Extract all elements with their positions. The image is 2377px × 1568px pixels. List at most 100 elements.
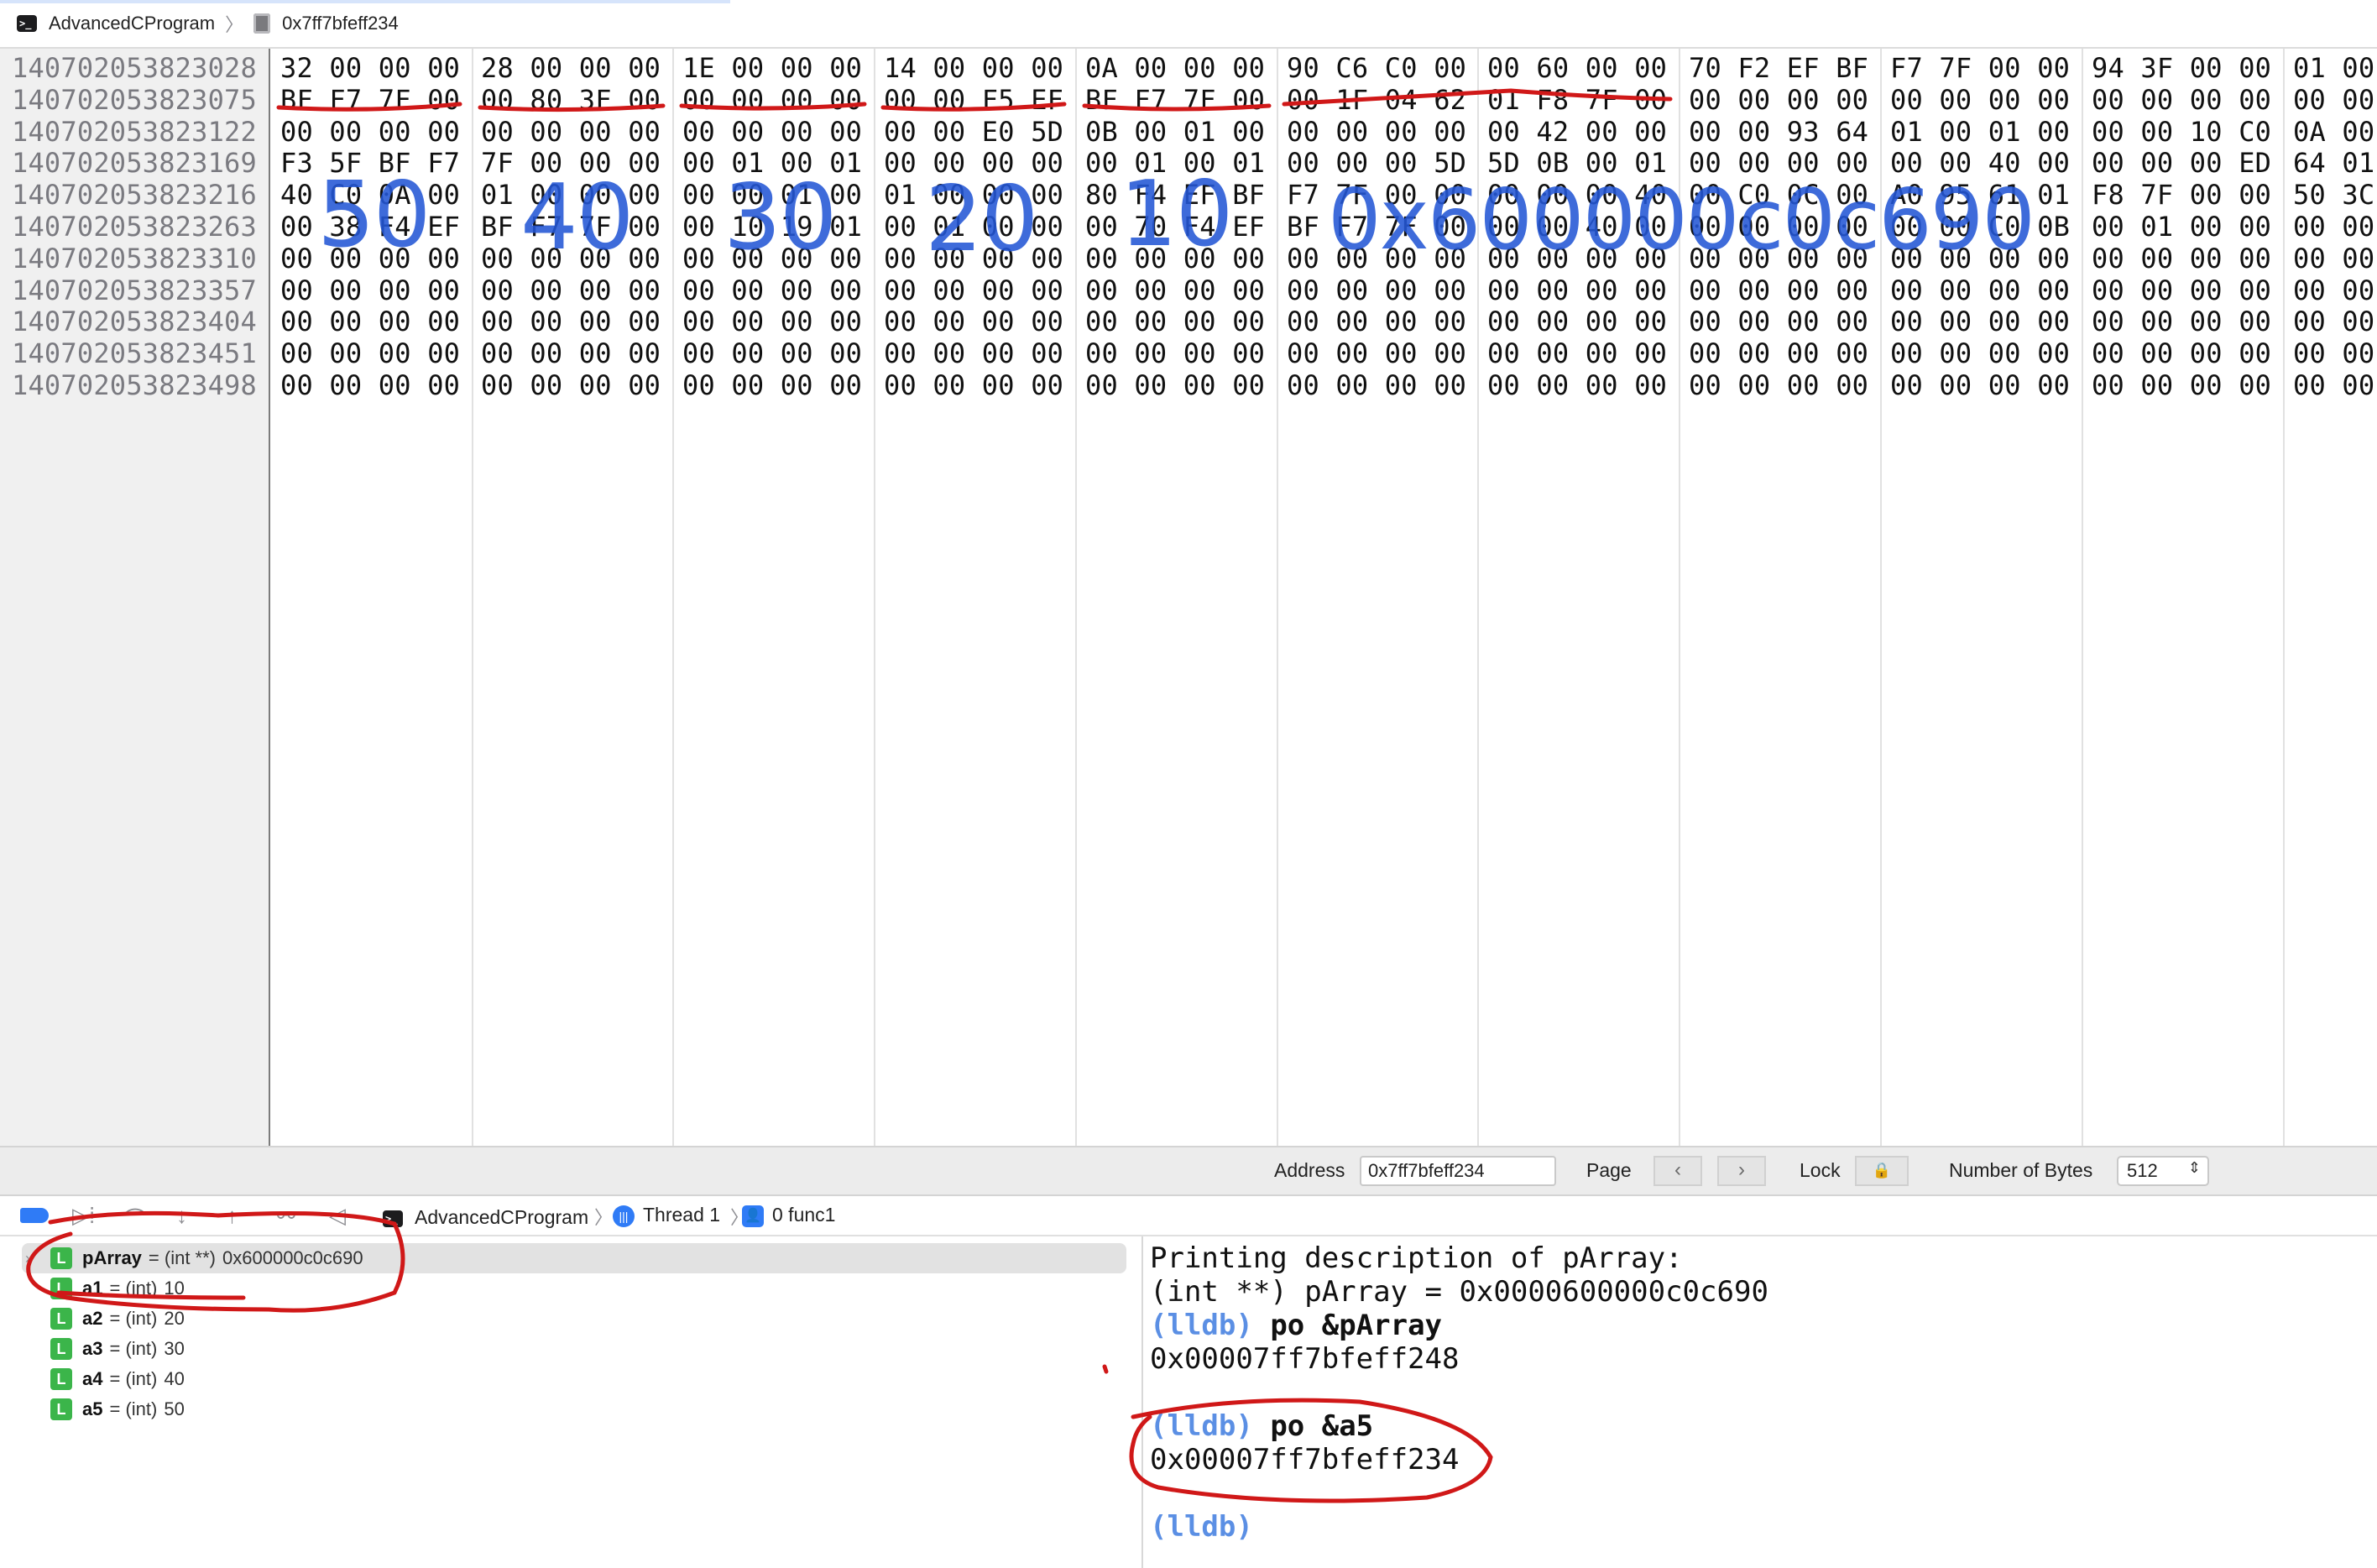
hex-byte-group[interactable]: 00 00 00 00 (1085, 242, 1266, 274)
hex-byte-group[interactable]: 00 C0 0C 00 (1689, 179, 1869, 212)
hex-byte-group[interactable]: 01 00 00 00 (884, 179, 1064, 212)
hex-byte-group[interactable]: A0 95 61 01 (1890, 179, 2071, 212)
hex-byte-group[interactable]: 00 00 00 00 (2092, 337, 2272, 370)
page-next-button[interactable]: › (1717, 1156, 1766, 1186)
breakpoints-toggle[interactable] (20, 1208, 49, 1223)
hex-byte-group[interactable]: 00 00 00 00 (1689, 83, 1869, 116)
debug-breadcrumb-project[interactable]: >_ AdvancedCProgram (383, 1206, 588, 1229)
hex-byte-group[interactable]: 00 00 00 00 (682, 242, 863, 274)
hex-byte-group[interactable]: 00 00 40 00 (1487, 211, 1668, 243)
hex-byte-group[interactable]: 00 00 00 00 (682, 369, 863, 401)
simulate-location-icon[interactable]: ◁ (329, 1203, 346, 1228)
hex-byte-group[interactable]: 00 00 F5 EF (884, 83, 1064, 116)
page-previous-button[interactable]: ‹ (1653, 1156, 1702, 1186)
frame-selector[interactable]: 👤 0 func1 (742, 1204, 835, 1227)
hex-byte-group[interactable]: 00 00 00 00 (1487, 369, 1668, 401)
breadcrumb-memory-location[interactable]: 0x7ff7bfeff234 (253, 13, 399, 34)
hex-byte-group[interactable]: 00 00 10 C0 (2092, 115, 2272, 148)
hex-byte-group[interactable]: 00 00 00 00 (884, 274, 1064, 306)
console-input-line[interactable]: (lldb) (1150, 1510, 1253, 1544)
hex-byte-group[interactable]: 00 00 93 64 (1689, 115, 1869, 148)
step-over-icon[interactable]: ⌒ (124, 1207, 147, 1232)
hex-byte-group[interactable]: 00 00 00 00 (682, 83, 863, 116)
hex-byte-group[interactable]: 14 00 00 00 (884, 52, 1064, 84)
hex-byte-group[interactable]: 00 00 00 00 (1085, 369, 1266, 401)
lock-toggle[interactable]: 🔒 (1855, 1156, 1909, 1186)
hex-byte-group[interactable]: 00 00 00 00 (1085, 337, 1266, 370)
hex-byte-group[interactable]: 01 00 01 00 (1890, 115, 2071, 148)
hex-byte-group[interactable]: 00 00 00 00 (1689, 369, 1869, 401)
hex-byte-group[interactable]: 00 00 00 00 (1890, 306, 2071, 338)
hex-byte-group[interactable]: 01 00 00 00 (481, 179, 661, 212)
hex-byte-group[interactable]: 00 00 00 00 (280, 306, 461, 338)
hex-byte-group[interactable]: 00 00 00 00 (1085, 274, 1266, 306)
hex-byte-group[interactable]: 00 00 00 00 (2092, 369, 2272, 401)
hex-byte-group[interactable]: 00 00 00 00 (884, 242, 1064, 274)
hex-byte-group[interactable]: 5D 0B 00 01 (1487, 147, 1668, 180)
hex-byte-group[interactable]: 00 00 00 00 (682, 337, 863, 370)
hex-byte-group[interactable]: 00 00 00 00 (1287, 369, 1467, 401)
hex-byte-group[interactable]: 00 00 00 00 (1890, 337, 2071, 370)
hex-byte-group[interactable]: 00 00 00 00 (1689, 147, 1869, 180)
hex-byte-group[interactable]: 00 00 E0 5D (884, 115, 1064, 148)
hex-byte-group[interactable]: 00 00 40 00 (1890, 147, 2071, 180)
hex-byte-group[interactable]: 70 F2 EF BF (1689, 52, 1869, 84)
hex-byte-group[interactable]: 00 1F 04 62 (1287, 83, 1467, 116)
hex-byte-group[interactable]: F3 5F BF F7 (280, 147, 461, 180)
hex-byte-group[interactable]: 00 60 00 00 (1487, 52, 1668, 84)
hex-byte-group[interactable]: 94 3F 00 00 (2092, 52, 2272, 84)
hex-byte-group[interactable]: 32 00 00 00 (280, 52, 461, 84)
hex-byte-group[interactable]: 00 00 00 00 (1287, 306, 1467, 338)
hex-byte-group[interactable]: 00 00 C0 0B (1890, 211, 2071, 243)
hex-byte-group[interactable]: 00 00 00 00 (682, 274, 863, 306)
hex-byte-group[interactable]: 00 00 00 00 (1287, 242, 1467, 274)
hex-byte-group[interactable]: BF F7 7F 00 (481, 211, 661, 243)
hex-byte-group[interactable]: F7 7F 00 00 (1890, 52, 2071, 84)
hex-byte-group[interactable]: 00 00 00 00 (1689, 274, 1869, 306)
hex-byte-group[interactable]: 00 00 00 00 (884, 337, 1064, 370)
hex-byte-group[interactable]: 00 00 00 00 (1890, 83, 2071, 116)
hex-byte-group[interactable]: 00 00 00 00 (884, 306, 1064, 338)
hex-byte-group[interactable]: 00 00 (2293, 83, 2375, 116)
hex-byte-group[interactable]: 00 70 F4 EF (1085, 211, 1266, 243)
hex-byte-group[interactable]: 00 00 00 00 (481, 306, 661, 338)
hex-byte-group[interactable]: 00 00 00 ED (2092, 147, 2272, 180)
disclosure-triangle-icon[interactable]: › (25, 1249, 30, 1267)
breadcrumb-project[interactable]: >_ AdvancedCProgram (17, 13, 215, 34)
hex-byte-group[interactable]: 00 00 00 00 (1487, 337, 1668, 370)
hex-byte-group[interactable]: 00 00 (2293, 242, 2375, 274)
hex-byte-group[interactable]: 90 C6 C0 00 (1287, 52, 1467, 84)
hex-byte-group[interactable]: 00 00 00 00 (2092, 242, 2272, 274)
thread-selector[interactable]: ||| Thread 1 (613, 1204, 720, 1227)
hex-byte-group[interactable]: 00 42 00 00 (1487, 115, 1668, 148)
hex-byte-group[interactable]: 64 01 (2293, 147, 2375, 180)
hex-byte-group[interactable]: 00 00 00 00 (481, 274, 661, 306)
hex-byte-group[interactable]: 00 00 00 00 (682, 115, 863, 148)
hex-byte-group[interactable]: 00 00 00 00 (481, 242, 661, 274)
hex-byte-group[interactable]: 00 00 00 00 (1085, 306, 1266, 338)
hex-byte-group[interactable]: 00 00 00 40 (1487, 179, 1668, 212)
step-out-icon[interactable]: ↑ (227, 1203, 238, 1228)
hex-byte-group[interactable]: 50 3C (2293, 179, 2375, 212)
hex-byte-group[interactable]: 00 00 00 00 (1689, 242, 1869, 274)
hex-byte-group[interactable]: 00 00 (2293, 306, 2375, 338)
hex-byte-group[interactable]: 00 00 00 00 (280, 242, 461, 274)
hex-byte-group[interactable]: 00 00 00 00 (280, 274, 461, 306)
hex-byte-group[interactable]: 00 00 00 00 (2092, 83, 2272, 116)
continue-icon[interactable]: ▷⁞ (72, 1203, 96, 1228)
hex-byte-group[interactable]: 7F 00 00 00 (481, 147, 661, 180)
hex-byte-group[interactable]: 00 80 3F 00 (481, 83, 661, 116)
hex-byte-group[interactable]: 40 C0 0A 00 (280, 179, 461, 212)
hex-byte-group[interactable]: 00 00 00 00 (1689, 211, 1869, 243)
hex-byte-group[interactable]: 00 00 00 00 (1287, 115, 1467, 148)
hex-byte-group[interactable]: 00 00 00 00 (2092, 274, 2272, 306)
hex-byte-group[interactable]: F8 7F 00 00 (2092, 179, 2272, 212)
hex-byte-group[interactable]: 00 00 00 00 (1890, 274, 2071, 306)
hex-byte-group[interactable]: 01 F8 7F 00 (1487, 83, 1668, 116)
hex-byte-group[interactable]: 00 00 00 5D (1287, 147, 1467, 180)
address-field[interactable]: 0x7ff7bfeff234 (1360, 1156, 1556, 1186)
hex-byte-group[interactable]: 00 00 (2293, 211, 2375, 243)
